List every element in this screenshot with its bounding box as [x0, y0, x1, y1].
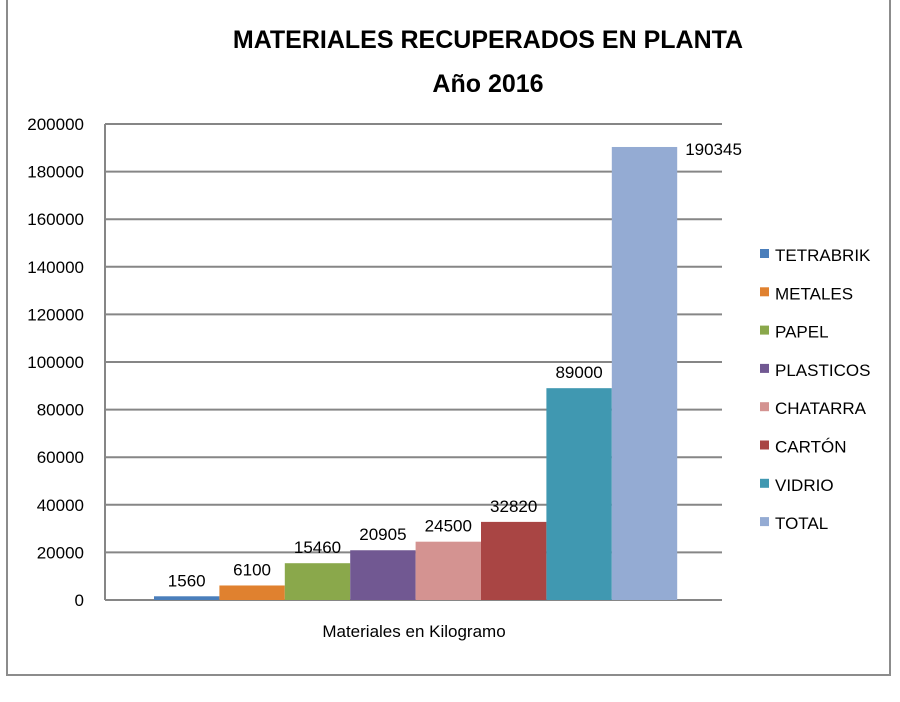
bar-papel — [284, 563, 351, 600]
y-tick-label: 0 — [75, 591, 84, 610]
bar-total — [611, 146, 678, 601]
bar-tetrabrik — [154, 596, 220, 600]
data-label: 32820 — [490, 497, 537, 516]
chart-subtitle: Año 2016 — [432, 70, 543, 98]
y-tick-label: 60000 — [37, 448, 84, 467]
y-tick-label: 160000 — [27, 210, 84, 229]
legend-swatch — [760, 402, 769, 412]
legend-label: TOTAL — [775, 514, 828, 533]
legend-swatch — [760, 478, 769, 488]
data-label: 24500 — [425, 517, 472, 536]
y-tick-label: 100000 — [27, 353, 84, 372]
data-label: 15460 — [294, 538, 341, 557]
x-axis-label: Materiales en Kilogramo — [322, 622, 505, 641]
legend-swatch — [760, 325, 769, 335]
data-label: 89000 — [555, 363, 602, 382]
legend-label: TETRABRIK — [775, 246, 871, 265]
bar-vidrio — [546, 388, 612, 600]
legend-label: PLASTICOS — [775, 361, 870, 380]
legend-swatch — [760, 287, 769, 297]
data-label: 1560 — [168, 571, 206, 590]
data-label: 190345 — [685, 140, 742, 159]
y-tick-label: 200000 — [27, 115, 84, 134]
data-label: 20905 — [359, 525, 406, 544]
legend-label: CARTÓN — [775, 438, 846, 457]
legend-label: VIDRIO — [775, 476, 834, 495]
legend-swatch — [760, 440, 769, 450]
data-label: 6100 — [233, 560, 271, 579]
y-tick-label: 20000 — [37, 543, 84, 562]
bar-plasticos — [350, 550, 416, 600]
y-tick-label: 180000 — [27, 163, 84, 182]
y-tick-label: 120000 — [27, 305, 84, 324]
y-tick-label: 140000 — [27, 258, 84, 277]
legend-swatch — [760, 363, 769, 373]
y-tick-label: 40000 — [37, 496, 84, 515]
chart-title: MATERIALES RECUPERADOS EN PLANTA — [233, 26, 743, 54]
legend-swatch — [760, 249, 769, 258]
y-tick-label: 80000 — [37, 401, 84, 420]
bar-cartón — [481, 521, 547, 600]
legend-label: METALES — [775, 284, 853, 303]
chart-frame — [6, 0, 891, 676]
bar-chatarra — [415, 541, 481, 600]
legend-label: CHATARRA — [775, 399, 867, 418]
bar-metales — [219, 585, 285, 600]
legend-swatch — [760, 517, 769, 527]
legend-label: PAPEL — [775, 323, 829, 342]
